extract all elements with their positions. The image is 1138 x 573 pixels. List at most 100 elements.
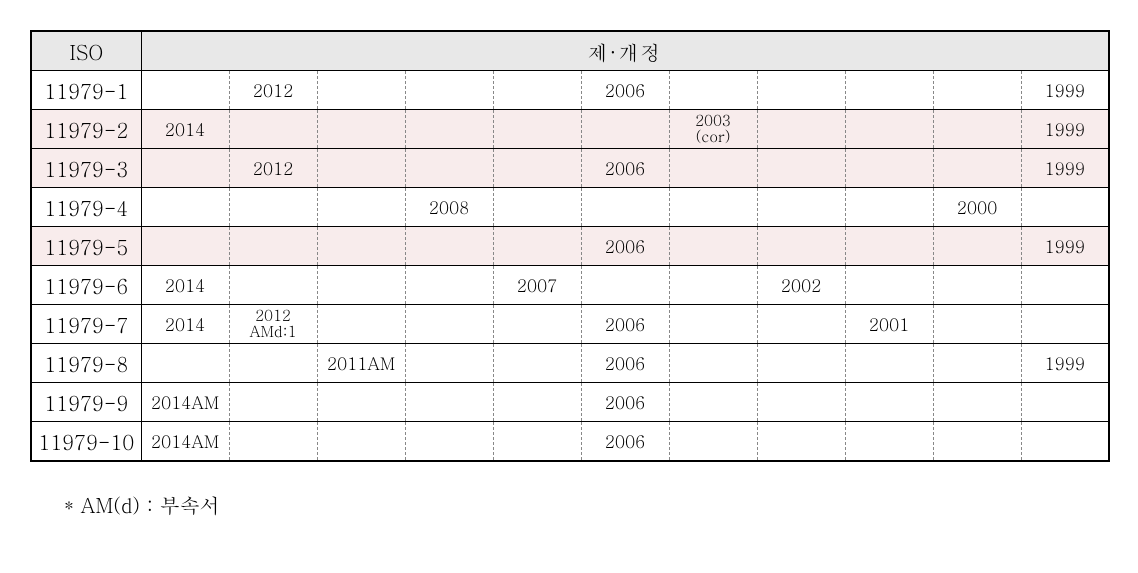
header-revision: 제·개정 [141,31,1109,71]
data-cell [317,422,405,462]
data-cell [229,227,317,266]
data-cell [933,383,1021,422]
data-cell: 1999 [1021,149,1109,188]
data-cell [845,110,933,149]
data-cell [845,383,933,422]
table-header-row: ISO 제·개정 [31,31,1109,71]
iso-cell: 11979-4 [31,188,141,227]
data-cell [845,422,933,462]
data-cell [933,344,1021,383]
data-cell [317,110,405,149]
data-cell: 2006 [581,305,669,344]
data-cell [405,149,493,188]
data-cell [141,71,229,110]
data-cell: 1999 [1021,71,1109,110]
data-cell [405,227,493,266]
data-cell: 1999 [1021,344,1109,383]
data-cell [493,227,581,266]
data-cell [493,383,581,422]
data-cell: 2002 [757,266,845,305]
data-cell: 2012 [229,149,317,188]
data-cell [229,188,317,227]
data-cell [317,266,405,305]
data-cell [933,110,1021,149]
data-cell [229,266,317,305]
data-cell: 2003 (cor) [669,110,757,149]
data-cell [317,227,405,266]
data-cell [757,305,845,344]
data-cell: 2001 [845,305,933,344]
data-cell [493,149,581,188]
table-body: 11979-120122006199911979-220142003 (cor)… [31,71,1109,462]
data-cell [757,422,845,462]
data-cell [493,110,581,149]
iso-revision-table: ISO 제·개정 11979-120122006199911979-220142… [30,30,1110,462]
data-cell [757,344,845,383]
data-cell [317,71,405,110]
data-cell [1021,383,1109,422]
iso-cell: 11979-3 [31,149,141,188]
iso-cell: 11979-8 [31,344,141,383]
data-cell [933,422,1021,462]
data-cell: 2014AM [141,422,229,462]
data-cell [493,188,581,227]
data-cell [317,149,405,188]
data-cell [757,71,845,110]
data-cell [405,110,493,149]
data-cell [405,71,493,110]
data-cell [757,149,845,188]
data-cell: 2006 [581,383,669,422]
table-row: 11979-92014AM2006 [31,383,1109,422]
data-cell: 2012 AMd:1 [229,305,317,344]
data-cell [581,110,669,149]
table-row: 11979-4 2008 2000 [31,188,1109,227]
data-cell [757,383,845,422]
iso-table-container: ISO 제·개정 11979-120122006199911979-220142… [30,30,1108,462]
data-cell [933,305,1021,344]
data-cell [669,266,757,305]
data-cell [845,266,933,305]
data-cell: 2006 [581,149,669,188]
iso-cell: 11979-7 [31,305,141,344]
data-cell [317,305,405,344]
data-cell: 2006 [581,71,669,110]
data-cell [845,227,933,266]
data-cell [229,383,317,422]
data-cell [845,149,933,188]
data-cell [669,188,757,227]
data-cell [493,422,581,462]
data-cell: 2008 [405,188,493,227]
data-cell [317,383,405,422]
data-cell [669,71,757,110]
data-cell: 2000 [933,188,1021,227]
data-cell: 2014AM [141,383,229,422]
data-cell [405,266,493,305]
table-row: 11979-1201220061999 [31,71,1109,110]
data-cell [669,422,757,462]
data-cell [669,149,757,188]
data-cell [845,188,933,227]
data-cell [229,344,317,383]
table-row: 11979-82011AM20061999 [31,344,1109,383]
data-cell [581,266,669,305]
data-cell: 2014 [141,266,229,305]
data-cell [405,305,493,344]
data-cell: 2014 [141,110,229,149]
data-cell [229,110,317,149]
data-cell: 2011AM [317,344,405,383]
data-cell [493,305,581,344]
data-cell [405,383,493,422]
data-cell [933,227,1021,266]
data-cell: 2014 [141,305,229,344]
iso-cell: 11979-10 [31,422,141,462]
data-cell [1021,188,1109,227]
data-cell [845,71,933,110]
data-cell [405,422,493,462]
table-row: 11979-6201420072002 [31,266,1109,305]
data-cell [933,71,1021,110]
data-cell [669,383,757,422]
data-cell: 2006 [581,422,669,462]
data-cell [933,149,1021,188]
data-cell [1021,266,1109,305]
data-cell [1021,305,1109,344]
